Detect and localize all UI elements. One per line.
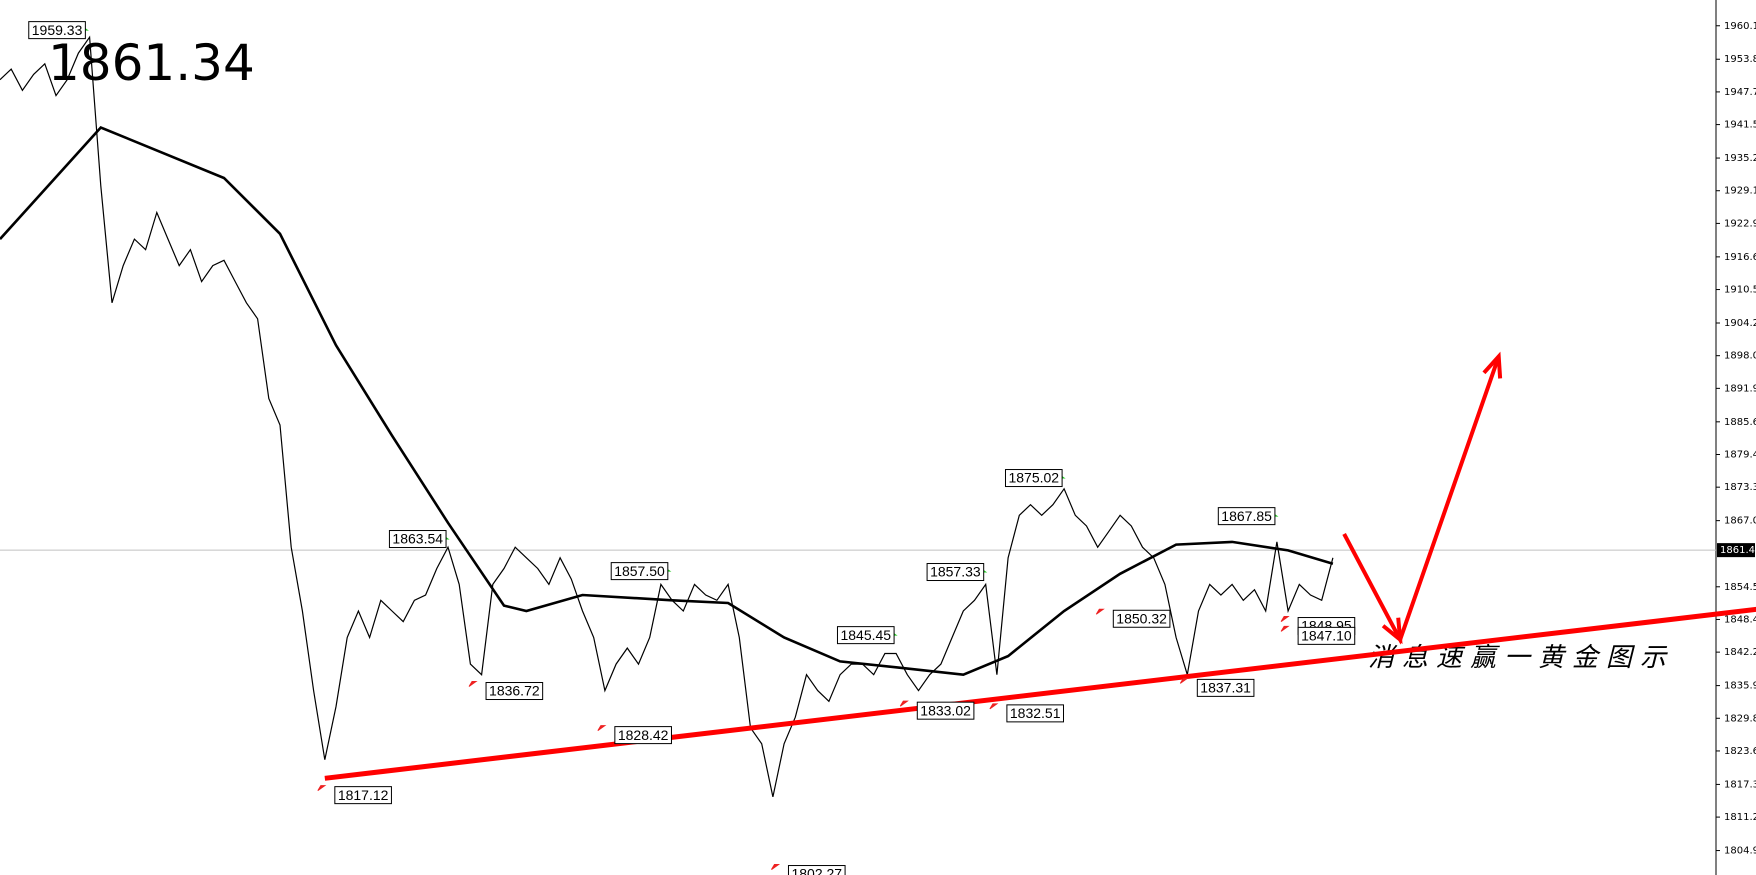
annotation-box <box>1217 507 1276 526</box>
annotation-box <box>1196 678 1255 697</box>
annotation-label: 1828.42 <box>618 727 669 743</box>
annotation-label: 1959.33 <box>32 22 83 38</box>
price-annotation: 1802.27 <box>787 865 846 875</box>
current-price-label: 1861.45 <box>1720 545 1756 556</box>
annotation-label: 1857.33 <box>930 564 981 580</box>
price-annotation: 1832.51 <box>1006 704 1065 723</box>
y-tick-label: 1804.90 <box>1724 846 1756 857</box>
y-tick-label: 1891.90 <box>1724 383 1756 394</box>
y-tick-label: 1829.80 <box>1724 713 1756 724</box>
low-marker <box>771 864 781 870</box>
price-annotation: 1857.50 <box>610 562 669 581</box>
arrow-head <box>1381 617 1403 645</box>
y-tick-label: 1848.40 <box>1724 614 1756 625</box>
price-annotation: 1959.33 <box>28 21 86 40</box>
price-annotation: 1833.02 <box>916 701 975 720</box>
annotation-label: 1863.54 <box>392 531 443 547</box>
low-marker <box>1179 677 1189 684</box>
annotation-box <box>1004 469 1063 488</box>
y-tick-label: 1947.70 <box>1724 87 1756 98</box>
annotation-label: 1857.50 <box>614 563 665 579</box>
low-marker <box>468 681 478 687</box>
current-price-box <box>1717 543 1755 558</box>
low-marker <box>989 703 999 710</box>
annotation-label: 1847.10 <box>1301 628 1352 644</box>
headline-price: 1861.34 <box>48 34 255 92</box>
annotation-box <box>610 562 669 581</box>
y-tick-label: 1953.85 <box>1724 54 1756 65</box>
annotation-box <box>1006 704 1065 723</box>
annotation-box <box>28 21 86 40</box>
y-tick-label: 1842.25 <box>1724 647 1756 658</box>
y-tick-label: 1898.05 <box>1724 351 1756 362</box>
low-marker <box>1280 625 1290 632</box>
y-tick-label: 1835.95 <box>1724 681 1756 692</box>
y-tick-label: 1935.25 <box>1724 153 1756 164</box>
low-marker <box>1280 616 1290 622</box>
y-tick-label: 1941.55 <box>1724 120 1756 131</box>
annotation-box <box>787 865 846 875</box>
price-annotation: 1828.42 <box>614 726 672 745</box>
y-tick-label: 1922.95 <box>1724 218 1756 229</box>
annotation-label: 1836.72 <box>489 683 540 699</box>
y-tick-label: 1960.15 <box>1724 21 1756 32</box>
y-tick-label: 1879.45 <box>1724 450 1756 461</box>
annotation-box <box>388 530 447 549</box>
annotation-label: 1837.31 <box>1200 680 1251 696</box>
price-annotation: 1850.32 <box>1112 609 1171 628</box>
low-marker <box>317 785 327 792</box>
price-annotation: 1847.10 <box>1297 626 1356 645</box>
price-annotation: 1863.54 <box>388 530 447 549</box>
y-tick-label: 1904.20 <box>1724 318 1756 329</box>
annotation-box <box>334 786 392 805</box>
annotation-label: 1802.27 <box>791 866 842 875</box>
y-tick-label: 1817.35 <box>1724 779 1756 790</box>
trendline <box>324 606 1756 781</box>
y-tick-label: 1854.55 <box>1724 582 1756 593</box>
price-annotation: 1867.85 <box>1217 507 1276 526</box>
y-tick-label: 1823.65 <box>1724 746 1756 757</box>
price-annotation: 1875.02 <box>1004 469 1063 488</box>
price-annotation: 1857.33 <box>926 563 985 582</box>
annotation-label: 1875.02 <box>1008 470 1059 486</box>
annotation-label: 1832.51 <box>1010 705 1061 721</box>
annotation-box <box>485 682 544 701</box>
low-marker <box>597 725 607 732</box>
y-tick-label: 1811.20 <box>1724 812 1756 823</box>
arrow-head <box>1482 351 1503 379</box>
moving-average-line <box>0 125 1334 677</box>
annotation-label: 1867.85 <box>1221 508 1272 524</box>
annotation-box <box>1297 626 1356 645</box>
y-tick-label: 1916.65 <box>1724 252 1756 263</box>
forecast-arrow <box>1342 355 1501 645</box>
annotation-box <box>926 563 985 582</box>
price-annotation: 1836.72 <box>485 682 544 701</box>
annotation-box <box>836 626 895 645</box>
y-tick-label: 1867.00 <box>1724 516 1756 527</box>
low-marker <box>1095 608 1105 615</box>
y-tick-label: 1910.50 <box>1724 285 1756 296</box>
annotation-label: 1833.02 <box>920 702 971 718</box>
annotation-label: 1850.32 <box>1116 610 1167 626</box>
annotation-label: 1845.45 <box>840 627 891 643</box>
price-annotation: 1845.45 <box>836 626 895 645</box>
y-tick-label: 1929.10 <box>1724 186 1756 197</box>
annotation-box <box>614 726 672 745</box>
annotation-box <box>1112 609 1171 628</box>
price-annotation: 1817.12 <box>334 786 392 805</box>
annotation-label: 1817.12 <box>338 787 389 803</box>
y-tick-label: 1885.60 <box>1724 417 1756 428</box>
price-line <box>0 35 1334 798</box>
price-annotation: 1837.31 <box>1196 678 1255 697</box>
low-marker <box>899 700 909 707</box>
y-tick-label: 1873.30 <box>1724 482 1756 493</box>
annotation-box <box>916 701 975 720</box>
